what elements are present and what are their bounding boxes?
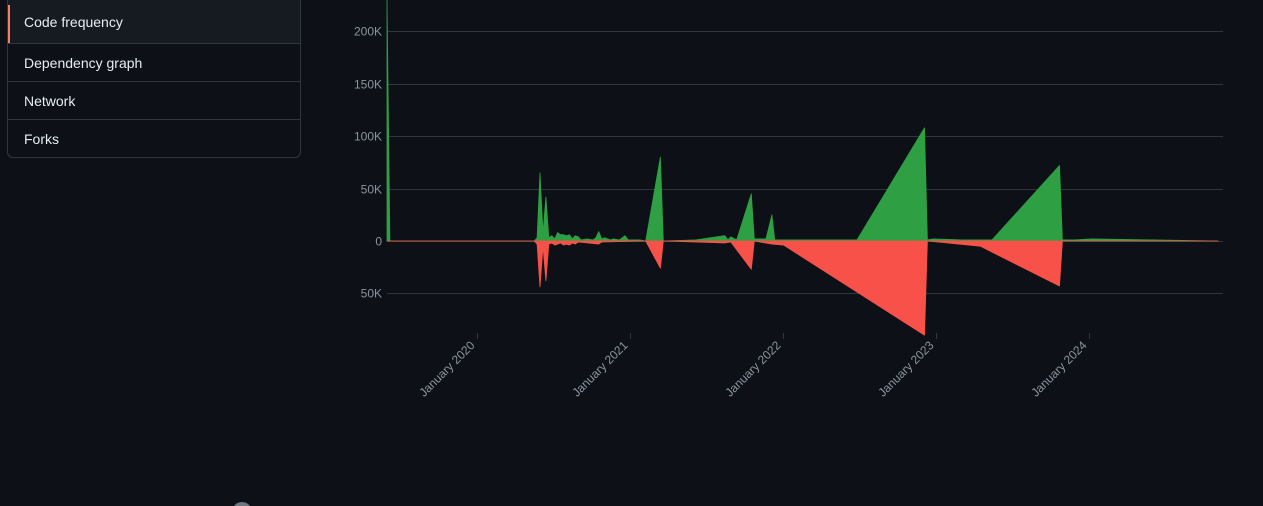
sidebar-item-forks[interactable]: Forks: [8, 119, 300, 157]
avatar[interactable]: [232, 502, 252, 506]
insights-sidebar: Code frequency Dependency graph Network …: [7, 0, 301, 158]
y-tick-label: 50K: [361, 287, 382, 301]
x-tick-label: January 2020: [416, 338, 478, 400]
sidebar-item-label: Network: [24, 93, 76, 109]
y-axis: 200K 150K 100K 50K 0 50K: [354, 25, 382, 301]
y-tick-label: 100K: [354, 130, 382, 144]
series-area-deletions: [386, 240, 1219, 336]
x-tick-label: January 2021: [569, 338, 631, 400]
y-tick-label: 50K: [361, 183, 382, 197]
series-area-additions: [386, 0, 1219, 242]
area-layer: [386, 0, 1219, 336]
x-tick-label: January 2022: [722, 338, 784, 400]
x-axis: January 2020 January 2021 January 2022 Janu…: [416, 333, 1090, 400]
sidebar-item-dependency-graph[interactable]: Dependency graph: [8, 43, 300, 81]
y-tick-label: 200K: [354, 25, 382, 39]
sidebar-item-code-frequency[interactable]: Code frequency: [8, 0, 300, 43]
x-tick-label: January 2024: [1028, 338, 1090, 400]
x-tick-label: January 2023: [875, 338, 937, 400]
sidebar-item-network[interactable]: Network: [8, 81, 300, 119]
sidebar-item-label: Dependency graph: [24, 55, 143, 71]
y-tick-label: 0: [375, 235, 382, 249]
sidebar-item-label: Code frequency: [24, 14, 123, 30]
code-frequency-chart: 200K 150K 100K 50K 0 50K January 2020 January …: [330, 0, 1250, 440]
y-tick-label: 150K: [354, 78, 382, 92]
sidebar-item-label: Forks: [24, 131, 59, 147]
